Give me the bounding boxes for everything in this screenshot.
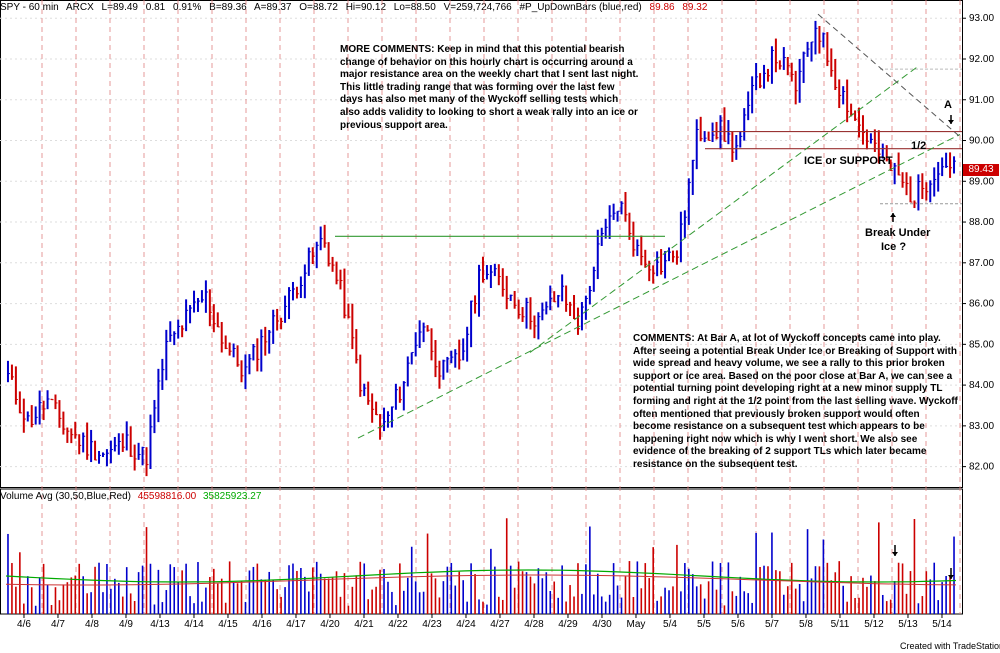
bar-a-arrow-head [948, 120, 954, 124]
y-tick-label: 85.00 [969, 339, 994, 350]
last-price: L=89.49 [101, 2, 138, 13]
grid [0, 0, 963, 615]
y-tick-label: 82.00 [969, 462, 994, 473]
label-ice-support: ICE or SUPPORT [804, 155, 893, 167]
x-tick-label: 4/17 [286, 619, 306, 630]
x-tick-label: 5/14 [932, 619, 952, 630]
x-tick-label: 4/29 [558, 619, 578, 630]
ask-price: A=89.37 [253, 2, 292, 13]
net-change: 0.81 [145, 2, 166, 13]
price-axis: 82.00 83.00 84.00 85.00 86.00 87.00 88.00 89.00… [962, 13, 994, 473]
label-break-under-1: Break Under [865, 227, 931, 239]
volume-break-arrow-head [892, 552, 898, 556]
break-under-arrow-head [890, 213, 896, 217]
last-price-tag: 89.43 [963, 164, 999, 176]
price-panel-frame [0, 0, 963, 488]
y-tick-label: 88.00 [969, 217, 994, 228]
open-price: O=88.72 [299, 2, 338, 13]
label-break-under-2: Ice ? [881, 241, 907, 253]
volume-ma-30 [5, 569, 957, 583]
x-tick-label: 5/12 [864, 619, 884, 630]
chart-header: SPY - 60 min ARCX L=89.49 0.81 0.91% B=8… [0, 0, 976, 16]
bid-price: B=89.36 [209, 2, 247, 13]
y-tick-label: 86.00 [969, 299, 994, 310]
volume-total: V=259,724,766 [443, 2, 512, 13]
annotation-lines [335, 13, 963, 579]
footer-credit: Created with TradeStation [900, 641, 1000, 651]
x-tick-label: 5/5 [697, 619, 711, 630]
low-price: Lo=88.50 [393, 2, 436, 13]
x-tick-label: 4/24 [456, 619, 476, 630]
x-tick-label: 4/13 [150, 619, 170, 630]
y-tick-label: 92.00 [969, 54, 994, 65]
x-tick-label: 4/21 [354, 619, 374, 630]
note-comments: COMMENTS: At Bar A, at lot of Wyckoff co… [633, 333, 958, 470]
x-tick-label: 5/7 [765, 619, 779, 630]
volume-ma-50 [5, 574, 957, 586]
y-tick-label: 87.00 [969, 258, 994, 269]
x-tick-label: 5/4 [663, 619, 677, 630]
support-trendline-1 [357, 133, 961, 439]
x-tick-label: 4/9 [119, 619, 133, 630]
time-axis: 4/6 4/7 4/8 4/9 4/13 4/14 4/15 4/16 4/17 4/20 4/21… [17, 614, 952, 630]
x-tick-label: 4/7 [51, 619, 65, 630]
x-tick-label: 4/6 [17, 619, 31, 630]
y-tick-label: 89.00 [969, 176, 994, 187]
indicator-value-2: 89.32 [682, 2, 708, 13]
y-tick-label: 84.00 [969, 380, 994, 391]
label-half: 1/2 [911, 140, 927, 152]
indicator-name[interactable]: #P_UpDownBars (blue,red) [519, 2, 642, 13]
x-tick-label: 5/11 [831, 619, 850, 630]
x-tick-label: 4/15 [218, 619, 238, 630]
x-tick-label: 5/13 [898, 619, 918, 630]
y-tick-label: 83.00 [969, 421, 994, 432]
volume-a-arrow-head [948, 575, 954, 579]
volume-panel-frame [0, 488, 963, 615]
x-tick-label: 4/8 [85, 619, 99, 630]
x-tick-label: 4/14 [184, 619, 204, 630]
x-tick-label: 5/8 [799, 619, 813, 630]
volume-bars [5, 518, 957, 614]
x-tick-label: 4/23 [422, 619, 442, 630]
supply-trendline [817, 13, 963, 139]
x-tick-label: 5/6 [731, 619, 745, 630]
y-tick-label: 90.00 [969, 136, 994, 147]
chart-exchange: ARCX [65, 2, 94, 13]
price-bars [6, 20, 957, 477]
x-tick-label: 4/30 [592, 619, 612, 630]
high-price: Hi=90.12 [345, 2, 387, 13]
x-tick-label: 4/27 [490, 619, 510, 630]
x-tick-label: May [627, 619, 646, 630]
label-bar-a: A [944, 99, 952, 111]
y-tick-label: 91.00 [969, 95, 994, 106]
volume-value-2: 35825923.27 [202, 491, 262, 502]
indicator-value-1: 89.86 [649, 2, 675, 13]
x-tick-label: 4/20 [320, 619, 340, 630]
pct-change: 0.91% [173, 2, 202, 13]
x-tick-label: 4/22 [388, 619, 408, 630]
volume-header: Volume Avg (30,50,Blue,Red) 45598816.00 … [0, 491, 261, 502]
y-tick-label: 93.00 [969, 13, 994, 24]
chart-symbol[interactable]: SPY - 60 min [0, 2, 59, 13]
x-tick-label: 4/16 [252, 619, 272, 630]
x-tick-label: 4/28 [524, 619, 544, 630]
note-more-comments: MORE COMMENTS: Keep in mind that this po… [340, 44, 639, 131]
volume-value-1: 45598816.00 [137, 491, 197, 502]
support-trendline-2 [529, 66, 918, 353]
volume-indicator-name[interactable]: Volume Avg (30,50,Blue,Red) [0, 491, 132, 502]
